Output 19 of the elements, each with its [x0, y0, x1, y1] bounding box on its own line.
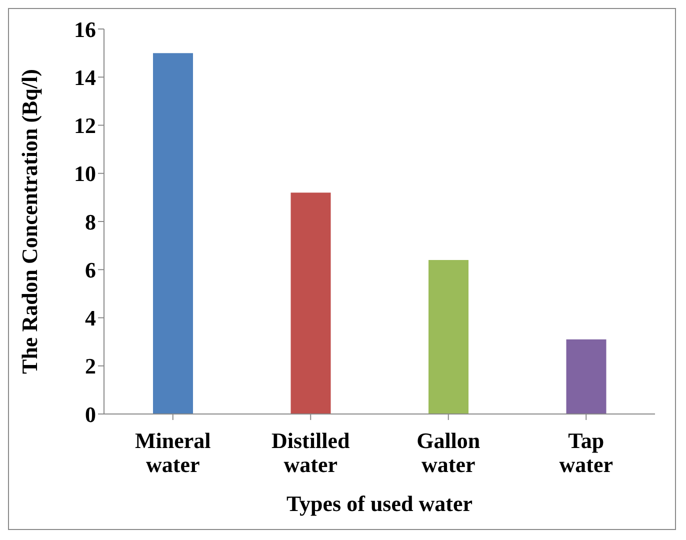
- y-tick-label: 0: [85, 402, 96, 427]
- bar: [153, 53, 193, 414]
- y-tick-label: 6: [85, 257, 96, 282]
- y-tick-label: 14: [74, 64, 96, 90]
- x-tick-label: Gallon water: [416, 428, 480, 477]
- y-tick-label: 2: [85, 354, 96, 379]
- bar: [566, 339, 606, 414]
- y-tick-label: 12: [74, 113, 96, 138]
- x-tick-label: Mineral water: [134, 428, 211, 477]
- bar: [290, 192, 331, 414]
- x-tick-label: Tap water: [559, 428, 614, 477]
- x-axis-title: Types of used water: [286, 491, 473, 516]
- x-tick-label: Distilled water: [272, 428, 350, 477]
- y-tick-label: 8: [85, 209, 96, 234]
- bar: [428, 260, 468, 414]
- y-tick-label: 16: [74, 16, 96, 42]
- y-axis-title: The Radon Concentration (Bq/l): [16, 69, 42, 374]
- y-tick-label: 4: [85, 306, 96, 331]
- y-tick-label: 10: [74, 161, 96, 186]
